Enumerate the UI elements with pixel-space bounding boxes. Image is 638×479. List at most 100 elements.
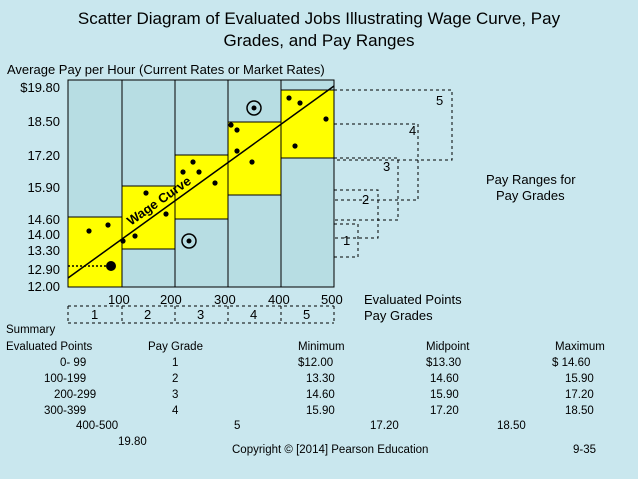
column-2 (121, 79, 176, 288)
outlier-ring (246, 100, 262, 116)
summary-cell: 15.90 (565, 373, 594, 385)
pay-range-brackets (334, 89, 453, 258)
pay-grade-boxes (67, 89, 335, 288)
y-tick: 13.30 (27, 243, 60, 258)
x-tick: 400 (268, 292, 290, 307)
summary-cell: $ 14.60 (552, 357, 591, 369)
summary-cell: 15.90 (430, 389, 459, 401)
job-point (180, 169, 186, 175)
summary-cell: 3 (172, 389, 179, 401)
y-tick: $19.80 (20, 80, 60, 95)
summary-cell: 13.30 (306, 373, 335, 385)
x-tick: 300 (214, 292, 236, 307)
summary-cell: 17.20 (565, 389, 594, 401)
y-tick: 12.00 (27, 279, 60, 294)
job-point (212, 180, 218, 186)
job-point (105, 222, 111, 228)
range-number-5: 5 (436, 93, 444, 108)
y-tick: 14.00 (27, 227, 60, 242)
job-point (86, 228, 92, 234)
summary-header: Maximum (555, 341, 605, 353)
summary-cell: 200-299 (54, 389, 97, 401)
job-point (286, 95, 292, 101)
x-tick: 100 (108, 292, 130, 307)
wage-curve-line (67, 85, 335, 279)
grade-label: 3 (197, 307, 205, 322)
pay-grades-label: Pay Grades (364, 308, 433, 323)
range-number-1: 1 (343, 233, 351, 248)
grade-label: 4 (250, 307, 258, 322)
summary-header: Minimum (298, 341, 345, 353)
grade-label: 1 (91, 307, 99, 322)
job-point (249, 159, 255, 165)
summary-cell: 14.60 (430, 373, 459, 385)
copyright-text: Copyright © [2014] Pearson Education (232, 444, 429, 456)
pay-grade-box-4 (227, 121, 282, 196)
summary-cell: 18.50 (497, 420, 526, 432)
job-point (234, 148, 240, 154)
summary-cell: 0- 99 (60, 357, 87, 369)
job-point (132, 233, 138, 239)
range-number-2: 2 (362, 192, 370, 207)
summary-cell: 15.90 (306, 405, 335, 417)
outlier-dot (186, 238, 192, 244)
pay-range-bracket-3 (334, 157, 399, 221)
y-tick: 18.50 (27, 114, 60, 129)
job-point (323, 116, 329, 122)
job-point (190, 159, 196, 165)
circled-outliers (181, 100, 262, 249)
x-tick: 200 (160, 292, 182, 307)
outlier-ring (181, 233, 197, 249)
outlier-dot (251, 105, 257, 111)
x-tick: 500 (321, 292, 343, 307)
job-point (297, 100, 303, 106)
job-point (292, 143, 298, 149)
title-line-2: Grades, and Pay Ranges (223, 31, 415, 50)
summary-cell: 14.60 (306, 389, 335, 401)
summary-cell: 18.50 (565, 405, 594, 417)
job-points (86, 95, 329, 271)
job-point (120, 238, 126, 244)
summary-cell: 4 (172, 405, 179, 417)
job-point (196, 169, 202, 175)
slide-number: 9-35 (573, 444, 597, 456)
pay-ranges-label-1: Pay Ranges for (486, 172, 576, 187)
summary-cell: 2 (172, 373, 179, 385)
summary-header: Pay Grade (148, 341, 203, 353)
evaluated-points-label: Evaluated Points (364, 292, 462, 307)
summary-cell: $13.30 (426, 357, 462, 369)
summary-cell: 100-199 (44, 373, 87, 385)
summary-cell: 1 (172, 357, 179, 369)
y-tick: 12.90 (27, 262, 60, 277)
summary-title: Summary (6, 324, 56, 336)
y-tick: 14.60 (27, 212, 60, 227)
pay-range-bracket-1 (334, 223, 359, 258)
grade-label: 2 (144, 307, 152, 322)
pay-grade-box-1 (67, 216, 123, 288)
y-axis-label: Average Pay per Hour (Current Rates or M… (7, 62, 325, 77)
job-point (234, 127, 240, 133)
y-tick: 17.20 (27, 148, 60, 163)
pay-range-bracket-2 (334, 189, 379, 239)
range-number-4: 4 (409, 123, 417, 138)
summary-cell: 5 (234, 420, 241, 432)
pay-grade-box-3 (174, 154, 229, 220)
pay-ranges-label-2: Pay Grades (496, 188, 565, 203)
job-point-large (106, 261, 116, 271)
summary-cell: 17.20 (430, 405, 459, 417)
summary-cell: 300-399 (44, 405, 87, 417)
slide-title: Scatter Diagram of Evaluated Jobs Illust… (0, 8, 638, 52)
summary-header: Midpoint (426, 341, 470, 353)
summary-cell: 17.20 (370, 420, 399, 432)
title-line-1: Scatter Diagram of Evaluated Jobs Illust… (77, 9, 561, 28)
summary-header: Evaluated Points (6, 341, 93, 353)
job-point (228, 122, 234, 128)
summary-cell: $12.00 (298, 357, 334, 369)
pay-grade-row (67, 305, 335, 324)
job-point (163, 211, 169, 217)
job-point (143, 190, 149, 196)
pay-range-bracket-4 (334, 123, 419, 201)
pay-range-bracket-5 (334, 89, 453, 161)
summary-cell: 19.80 (118, 436, 147, 448)
